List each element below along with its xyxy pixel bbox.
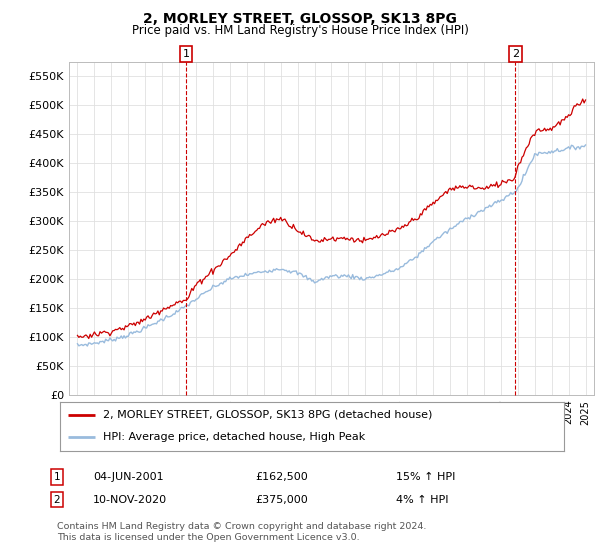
Text: 2: 2 [53,494,61,505]
Text: 10-NOV-2020: 10-NOV-2020 [93,494,167,505]
Text: Contains HM Land Registry data © Crown copyright and database right 2024.
This d: Contains HM Land Registry data © Crown c… [57,522,427,542]
Text: 2, MORLEY STREET, GLOSSOP, SK13 8PG: 2, MORLEY STREET, GLOSSOP, SK13 8PG [143,12,457,26]
Text: 2: 2 [512,49,519,59]
Text: 15% ↑ HPI: 15% ↑ HPI [396,472,455,482]
Text: Price paid vs. HM Land Registry's House Price Index (HPI): Price paid vs. HM Land Registry's House … [131,24,469,36]
Text: 1: 1 [53,472,61,482]
Text: £375,000: £375,000 [255,494,308,505]
Text: 04-JUN-2001: 04-JUN-2001 [93,472,164,482]
Text: 4% ↑ HPI: 4% ↑ HPI [396,494,449,505]
Text: HPI: Average price, detached house, High Peak: HPI: Average price, detached house, High… [103,432,365,442]
Text: 2, MORLEY STREET, GLOSSOP, SK13 8PG (detached house): 2, MORLEY STREET, GLOSSOP, SK13 8PG (det… [103,410,432,420]
Text: £162,500: £162,500 [255,472,308,482]
Text: 1: 1 [182,49,190,59]
